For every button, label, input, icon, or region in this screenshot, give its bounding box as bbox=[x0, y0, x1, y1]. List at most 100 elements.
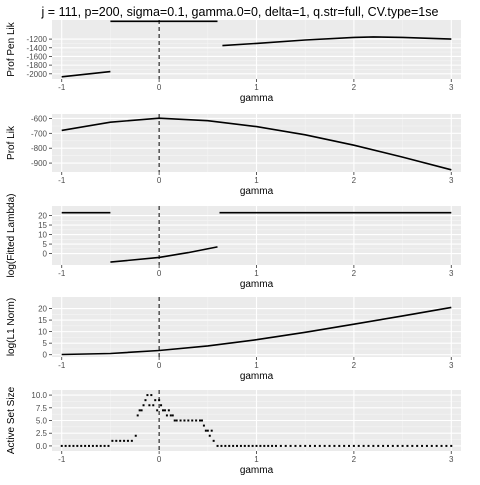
x-tick-label: 1 bbox=[254, 83, 259, 92]
data-point bbox=[80, 444, 83, 447]
data-point bbox=[204, 429, 207, 432]
x-tick-label: 2 bbox=[352, 361, 357, 370]
data-point bbox=[187, 419, 190, 422]
data-point bbox=[123, 439, 126, 442]
panel-5: -1 0 1 2 3 10.0 7.5 5.0 2.5 0.0 gamma Active Set Si… bbox=[6, 386, 461, 476]
data-point bbox=[115, 439, 118, 442]
y-tick-label: 5 bbox=[43, 339, 48, 348]
data-point bbox=[333, 444, 336, 447]
data-point bbox=[160, 404, 163, 407]
data-point bbox=[435, 444, 438, 447]
data-point bbox=[401, 444, 404, 447]
data-point bbox=[284, 444, 287, 447]
data-point bbox=[154, 399, 157, 402]
data-point bbox=[162, 409, 165, 412]
y-tick-label: 20 bbox=[38, 212, 47, 221]
data-point bbox=[416, 444, 419, 447]
data-point bbox=[313, 444, 316, 447]
data-point bbox=[343, 444, 346, 447]
y-tick-label: -1200 bbox=[27, 35, 48, 44]
x-axis-title: gamma bbox=[240, 93, 274, 104]
data-point bbox=[103, 444, 106, 447]
data-point bbox=[450, 444, 453, 447]
y-tick-label: 5 bbox=[43, 240, 48, 249]
data-point bbox=[338, 444, 341, 447]
y-tick-label: 15 bbox=[38, 316, 47, 325]
data-point bbox=[191, 419, 194, 422]
data-point bbox=[259, 444, 262, 447]
data-point bbox=[236, 444, 239, 447]
y-tick-label: 0 bbox=[43, 250, 48, 259]
series-line-1 bbox=[61, 306, 452, 356]
data-point bbox=[274, 444, 277, 447]
y-tick-label: -1800 bbox=[27, 61, 48, 70]
x-tick-label: 0 bbox=[157, 269, 162, 278]
data-point bbox=[107, 444, 110, 447]
data-point bbox=[171, 414, 174, 417]
data-point bbox=[111, 439, 114, 442]
series-line-1 bbox=[61, 70, 111, 78]
y-tick-label: 10 bbox=[38, 231, 47, 240]
data-point bbox=[367, 444, 370, 447]
x-tick-label: 1 bbox=[254, 176, 259, 185]
data-point bbox=[362, 444, 365, 447]
data-point bbox=[216, 444, 219, 447]
series-line-3 bbox=[222, 36, 452, 47]
x-tick-label: -1 bbox=[58, 361, 66, 370]
x-tick-label: 0 bbox=[157, 176, 162, 185]
data-point bbox=[239, 444, 242, 447]
y-axis-title: log(Fitted Lambda) bbox=[6, 194, 17, 278]
data-point bbox=[134, 434, 137, 437]
data-point bbox=[156, 409, 159, 412]
x-axis-title: gamma bbox=[240, 279, 274, 290]
x-tick-label: 3 bbox=[449, 83, 454, 92]
y-tick-label: -1400 bbox=[27, 44, 48, 53]
data-point bbox=[299, 444, 302, 447]
x-tick-label: -1 bbox=[58, 83, 66, 92]
data-point bbox=[323, 444, 326, 447]
data-point bbox=[357, 444, 360, 447]
y-tick-label: 10 bbox=[38, 328, 47, 337]
data-point bbox=[144, 399, 147, 402]
x-tick-label: -1 bbox=[58, 176, 66, 185]
data-point bbox=[68, 444, 71, 447]
panel-1: -1 0 1 2 3 -2000-1800-1600-1400-1200 gamma Prof… bbox=[6, 20, 461, 104]
data-point bbox=[224, 444, 227, 447]
data-point bbox=[148, 404, 151, 407]
x-tick-label: -1 bbox=[58, 455, 66, 464]
data-point bbox=[138, 409, 141, 412]
data-point bbox=[440, 444, 443, 447]
data-point bbox=[199, 419, 202, 422]
y-tick-label: 2.5 bbox=[36, 429, 48, 438]
data-point bbox=[208, 434, 211, 437]
data-point bbox=[382, 444, 385, 447]
data-point bbox=[267, 444, 270, 447]
x-tick-label: 1 bbox=[254, 361, 259, 370]
y-tick-label: 7.5 bbox=[36, 404, 48, 413]
data-point bbox=[247, 444, 250, 447]
y-axis-title: Prof Lik bbox=[6, 125, 17, 160]
data-point bbox=[372, 444, 375, 447]
x-axis-title: gamma bbox=[240, 465, 274, 476]
x-tick-label: 0 bbox=[157, 83, 162, 92]
data-point bbox=[183, 419, 186, 422]
data-point bbox=[195, 419, 198, 422]
x-axis-title: gamma bbox=[240, 371, 274, 382]
data-point bbox=[309, 444, 312, 447]
data-point bbox=[167, 409, 170, 412]
data-point bbox=[220, 444, 223, 447]
data-point bbox=[163, 409, 166, 412]
data-point bbox=[169, 414, 172, 417]
data-point bbox=[304, 444, 307, 447]
figure-title: j = 111, p=200, sigma=0.1, gamma.0=0, de… bbox=[41, 5, 439, 19]
data-point bbox=[377, 444, 380, 447]
y-tick-label: 5.0 bbox=[36, 417, 48, 426]
x-axis-title: gamma bbox=[240, 186, 274, 197]
data-point bbox=[64, 444, 67, 447]
data-point bbox=[146, 394, 149, 397]
data-point bbox=[406, 444, 409, 447]
x-tick-label: 1 bbox=[254, 269, 259, 278]
data-point bbox=[72, 444, 75, 447]
